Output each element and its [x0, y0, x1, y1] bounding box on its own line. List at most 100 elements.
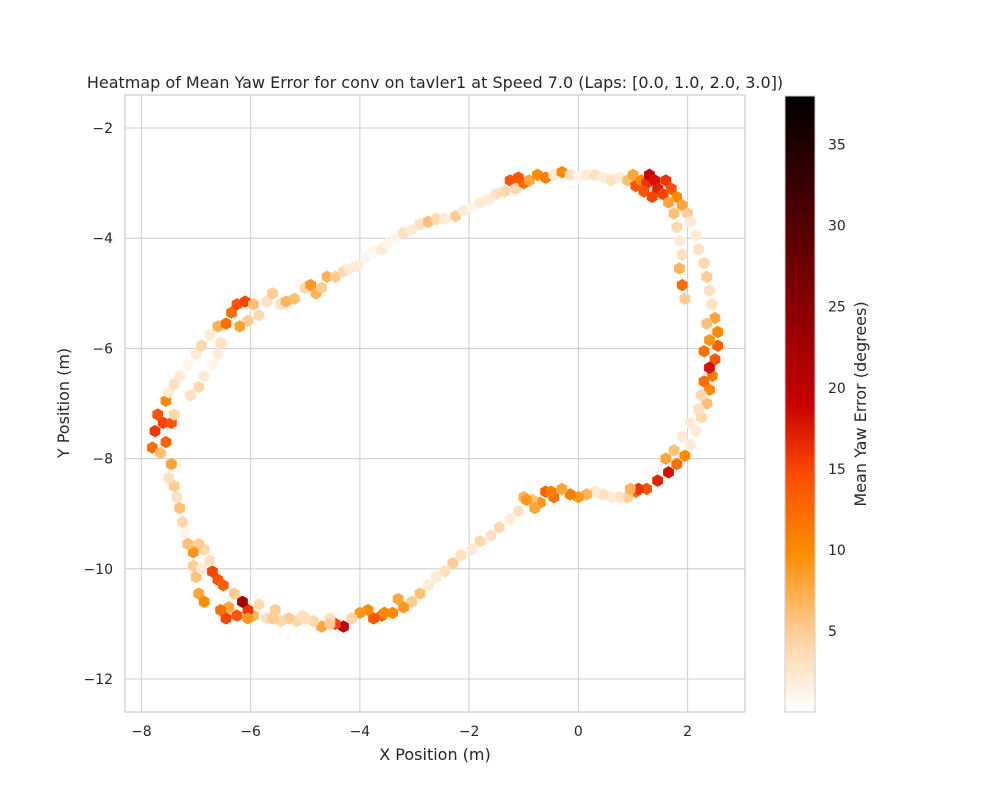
heatmap-cell	[613, 490, 625, 504]
heatmap-cell	[581, 488, 592, 501]
heatmap-cell	[242, 603, 254, 617]
heatmap-cell	[641, 482, 653, 496]
heatmap-cell	[297, 609, 308, 622]
x-tick-label: 2	[683, 724, 692, 740]
colorbar-tick-label: 5	[828, 624, 837, 640]
heatmap-cell	[237, 595, 248, 609]
heatmap-cell	[529, 501, 541, 515]
heatmap-cell	[510, 182, 521, 195]
heatmap-cell	[652, 474, 663, 487]
heatmap-cell	[179, 526, 191, 540]
heatmap-cell	[398, 226, 409, 239]
heatmap-cell	[242, 314, 254, 328]
heatmap-cell	[212, 320, 224, 333]
heatmap-cell	[679, 292, 691, 306]
heatmap-cell	[267, 612, 278, 625]
heatmap-cell	[204, 328, 216, 341]
heatmap-cell	[540, 171, 551, 184]
heatmap-cell	[193, 587, 205, 600]
heatmap-cell	[414, 218, 426, 231]
heatmap-cell	[447, 557, 459, 570]
heatmap-cell	[532, 168, 543, 182]
heatmap-cell	[166, 457, 177, 471]
heatmap-cell	[196, 562, 207, 575]
heatmap-cell	[709, 353, 721, 366]
heatmap-cell	[223, 601, 235, 614]
heatmap-cell	[466, 543, 478, 556]
heatmap-cell	[215, 336, 226, 350]
heatmap-cell	[605, 174, 617, 187]
heatmap-cell	[709, 311, 721, 325]
heatmap-cell	[701, 397, 713, 410]
heatmap-cell	[701, 270, 713, 283]
heatmap-cell	[215, 603, 226, 617]
heatmap-cell	[146, 441, 158, 454]
heatmap-cell	[439, 565, 450, 578]
heatmap-cell	[253, 598, 265, 611]
heatmap-cell	[668, 207, 680, 220]
heatmap-cell	[521, 493, 532, 507]
heatmap-cell	[228, 587, 240, 600]
y-tick-label: −10	[83, 562, 113, 578]
heatmap-cell	[398, 601, 409, 614]
heatmap-cell	[704, 284, 715, 297]
colorbar-tick-label: 35	[828, 138, 846, 154]
heatmap-cell	[207, 565, 218, 578]
heatmap-cell	[695, 389, 707, 402]
heatmap-cell	[163, 471, 175, 485]
heatmap-cell	[679, 449, 691, 463]
heatmap-cell	[212, 347, 224, 361]
heatmap-cell	[676, 198, 688, 212]
heatmap-cell	[149, 424, 161, 438]
heatmap-cell	[504, 512, 516, 526]
colorbar-tick-label: 25	[828, 300, 846, 316]
heatmap-cell	[674, 234, 685, 248]
heatmap-cell	[712, 339, 724, 352]
heatmap-cell	[693, 402, 704, 416]
heatmap-cell	[381, 237, 393, 250]
colorbar-tick-label: 30	[828, 219, 846, 235]
heatmap-cell	[220, 317, 232, 330]
heatmap-cell	[217, 579, 229, 592]
heatmap-cell	[698, 256, 710, 270]
heatmap-cell	[168, 378, 180, 391]
heatmap-cell	[690, 424, 702, 438]
y-tick-label: −6	[92, 341, 113, 357]
heatmap-cell	[613, 171, 625, 184]
heatmap-cell	[196, 339, 207, 352]
heatmap-cell	[589, 485, 601, 498]
heatmap-cell	[573, 490, 584, 504]
heatmap-cell	[556, 165, 568, 179]
heatmap-cell	[182, 537, 194, 551]
heatmap-cell	[414, 587, 426, 600]
heatmap-cell	[193, 380, 205, 394]
heatmap-cell	[231, 298, 243, 311]
heatmap-cell	[157, 416, 169, 429]
heatmap-cell	[466, 201, 478, 215]
y-tick-label: −12	[83, 672, 113, 688]
y-tick-label: −8	[92, 452, 113, 468]
heatmap-cell	[267, 287, 278, 300]
heatmap-cell	[701, 317, 713, 330]
y-axis-label: Y Position (m)	[54, 348, 73, 459]
heatmap-cell	[493, 521, 505, 534]
heatmap-cell	[288, 292, 300, 306]
heatmap-cell	[638, 185, 650, 198]
heatmap-cell	[499, 185, 511, 198]
heatmap-cell	[390, 232, 401, 245]
heatmap-cell	[198, 369, 210, 383]
heatmap-cell	[168, 408, 180, 421]
heatmap-cell	[329, 270, 341, 283]
heatmap-cell	[204, 554, 216, 567]
heatmap-cell	[207, 358, 218, 372]
heatmap-cell	[368, 245, 379, 259]
colorbar-tick-label: 20	[828, 381, 846, 397]
heatmap-cell	[343, 262, 355, 275]
x-tick-label: −2	[459, 724, 480, 740]
heatmap-cell	[185, 389, 196, 402]
colorbar-label: Mean Yaw Error (degrees)	[851, 301, 870, 506]
x-tick-label: −4	[350, 724, 371, 740]
heatmap-cells	[146, 165, 724, 633]
heatmap-cell	[187, 546, 199, 559]
